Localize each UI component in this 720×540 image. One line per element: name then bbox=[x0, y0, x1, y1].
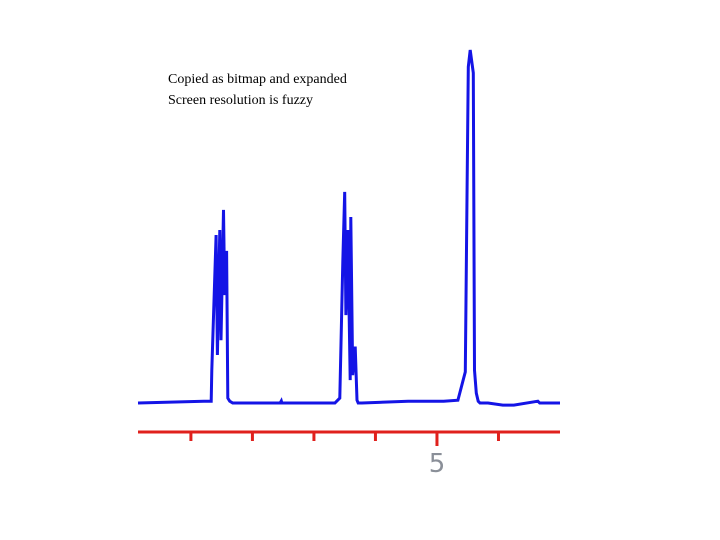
annotation: Screen resolution is fuzzy bbox=[168, 93, 313, 108]
x-tick-label: 5 bbox=[429, 449, 446, 479]
annotation: Copied as bitmap and expanded bbox=[168, 72, 347, 87]
spectrum-line bbox=[137, 49, 560, 407]
